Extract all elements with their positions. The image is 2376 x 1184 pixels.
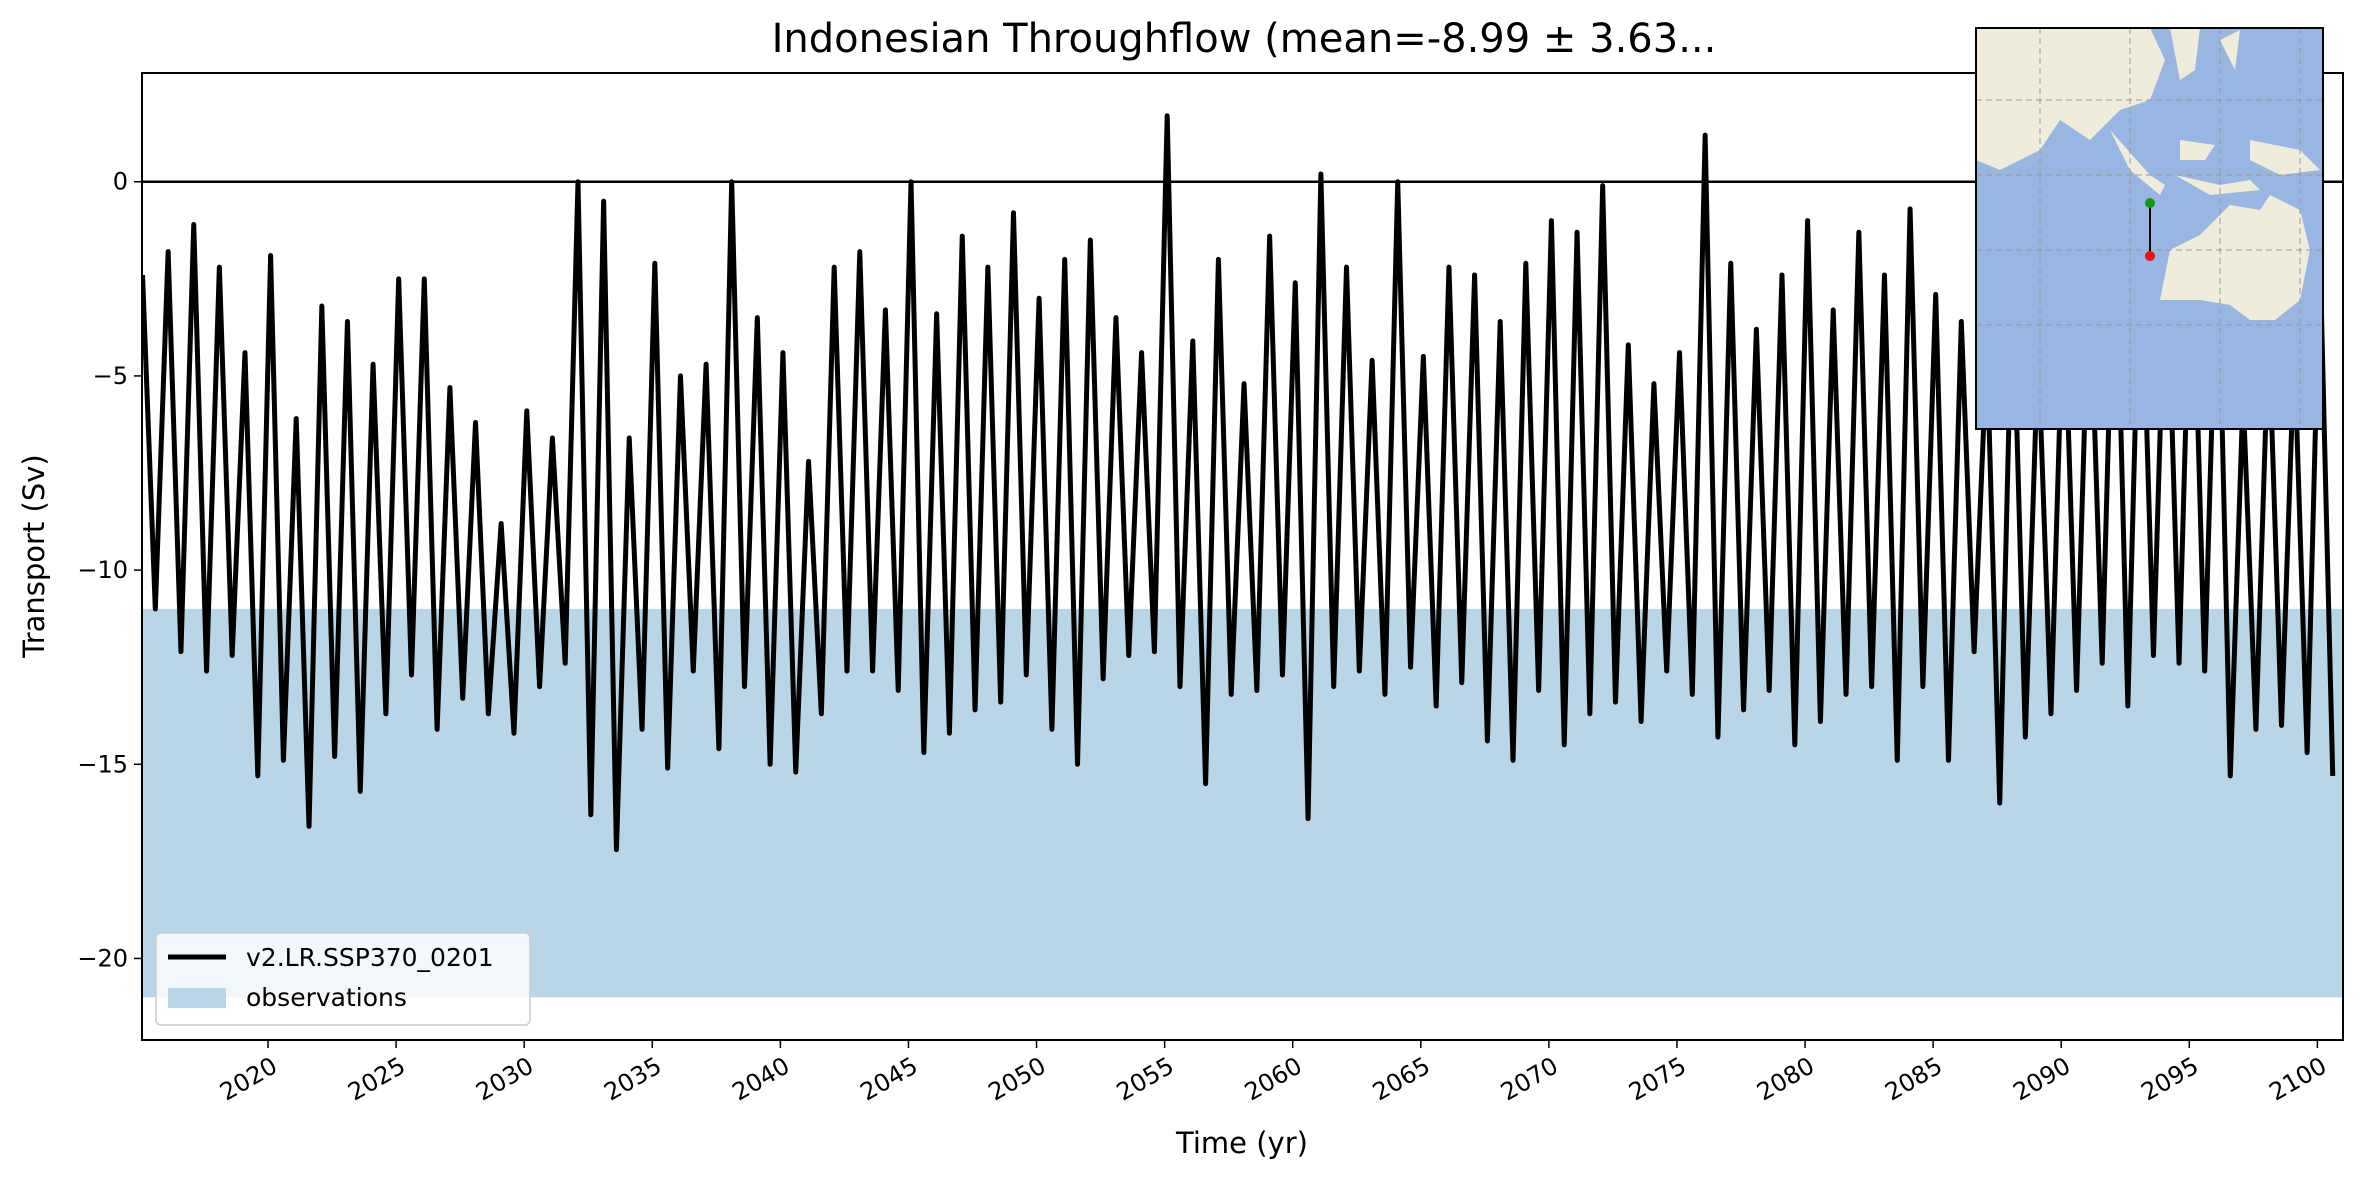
transect-end [2145, 251, 2155, 261]
x-axis-label: Time (yr) [1175, 1126, 1308, 1160]
map-land [2160, 195, 2310, 320]
y-tick-label: −10 [77, 556, 128, 584]
inset-map [1975, 27, 2324, 430]
x-tick-label: 2055 [1112, 1052, 1179, 1107]
map-land [2170, 28, 2240, 80]
x-tick-label: 2050 [984, 1052, 1051, 1107]
legend-swatch [168, 988, 226, 1008]
x-tick-label: 2085 [1880, 1052, 1947, 1107]
x-tick-label: 2030 [471, 1052, 538, 1107]
legend-box [155, 932, 531, 1026]
x-tick-label: 2040 [727, 1052, 794, 1107]
data-line [142, 113, 2336, 853]
map-land [2110, 130, 2320, 195]
x-tick-label: 2045 [856, 1052, 923, 1107]
y-tick-label: −15 [77, 750, 128, 778]
inset-frame [1975, 27, 2324, 430]
x-tick-label: 2070 [1496, 1052, 1563, 1107]
x-tick-label: 2100 [2264, 1052, 2331, 1107]
x-tick-label: 2065 [1368, 1052, 1435, 1107]
x-tick-label: 2025 [343, 1052, 410, 1107]
map-land [1976, 28, 2165, 170]
x-tick-label: 2060 [1240, 1052, 1307, 1107]
axes-frame [141, 72, 2344, 1041]
x-tick-label: 2075 [1624, 1052, 1691, 1107]
x-tick-label: 2080 [1752, 1052, 1819, 1107]
x-tick-label: 2020 [215, 1052, 282, 1107]
legend: v2.LR.SSP370_0201 observations [155, 932, 531, 1026]
y-tick-label: −5 [93, 362, 128, 390]
x-tick-label: 2095 [2136, 1052, 2203, 1107]
legend-label: observations [246, 983, 407, 1012]
y-axis-label: Transport (Sv) [17, 454, 51, 659]
legend-label: v2.LR.SSP370_0201 [246, 943, 494, 972]
x-tick-label: 2090 [2008, 1052, 2075, 1107]
chart-title: Indonesian Throughflow (mean=-8.99 ± 3.6… [772, 16, 1717, 62]
x-tick-label: 2035 [599, 1052, 666, 1107]
y-tick-label: −20 [77, 944, 128, 972]
y-tick-label: 0 [113, 168, 128, 196]
transect-start [2145, 198, 2155, 208]
